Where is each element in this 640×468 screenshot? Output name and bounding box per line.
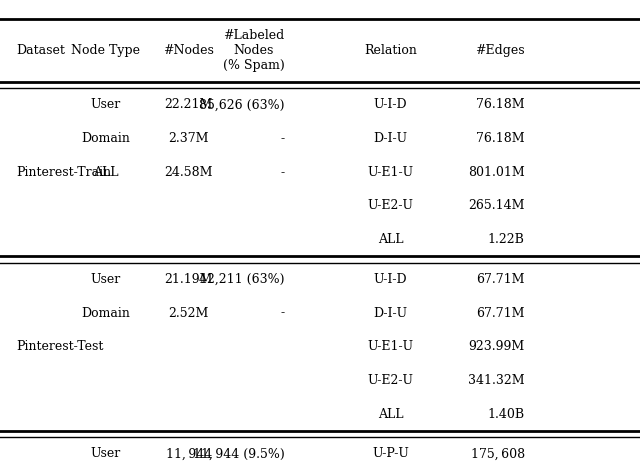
Text: 76.18M: 76.18M: [476, 98, 525, 111]
Text: Node Type: Node Type: [71, 44, 140, 57]
Text: #Nodes: #Nodes: [163, 44, 214, 57]
Text: User: User: [90, 273, 121, 286]
Text: U-I-D: U-I-D: [374, 273, 407, 286]
Text: 175, 608: 175, 608: [470, 447, 525, 461]
Text: 11, 944 (9.5%): 11, 944 (9.5%): [193, 447, 285, 461]
Text: 11, 944: 11, 944: [166, 447, 212, 461]
Text: -: -: [281, 132, 285, 145]
Text: U-E2-U: U-E2-U: [367, 199, 413, 212]
Text: D-I-U: D-I-U: [373, 132, 408, 145]
Text: 923.99M: 923.99M: [468, 340, 525, 353]
Text: ALL: ALL: [93, 166, 118, 179]
Text: 42,211 (63%): 42,211 (63%): [199, 273, 285, 286]
Text: D-I-U: D-I-U: [373, 307, 408, 320]
Text: Pinterest-Test: Pinterest-Test: [16, 340, 104, 353]
Text: Domain: Domain: [81, 307, 130, 320]
Text: 801.01M: 801.01M: [468, 166, 525, 179]
Text: User: User: [90, 447, 121, 461]
Text: U-E1-U: U-E1-U: [367, 166, 413, 179]
Text: 2.37M: 2.37M: [168, 132, 209, 145]
Text: Domain: Domain: [81, 132, 130, 145]
Text: U-I-D: U-I-D: [374, 98, 407, 111]
Text: U-P-U: U-P-U: [372, 447, 409, 461]
Text: Relation: Relation: [364, 44, 417, 57]
Text: 2.52M: 2.52M: [168, 307, 209, 320]
Text: 24.58M: 24.58M: [164, 166, 213, 179]
Text: 1.40B: 1.40B: [488, 408, 525, 421]
Text: 67.71M: 67.71M: [476, 273, 525, 286]
Text: #Edges: #Edges: [475, 44, 525, 57]
Text: 21.19M: 21.19M: [164, 273, 213, 286]
Text: U-E2-U: U-E2-U: [367, 374, 413, 387]
Text: 85,626 (63%): 85,626 (63%): [199, 98, 285, 111]
Text: Dataset: Dataset: [16, 44, 65, 57]
Text: #Labeled
Nodes
(% Spam): #Labeled Nodes (% Spam): [223, 29, 285, 72]
Text: 341.32M: 341.32M: [468, 374, 525, 387]
Text: ALL: ALL: [378, 233, 403, 246]
Text: U-E1-U: U-E1-U: [367, 340, 413, 353]
Text: ALL: ALL: [378, 408, 403, 421]
Text: -: -: [281, 166, 285, 179]
Text: User: User: [90, 98, 121, 111]
Text: 76.18M: 76.18M: [476, 132, 525, 145]
Text: -: -: [281, 307, 285, 320]
Text: 67.71M: 67.71M: [476, 307, 525, 320]
Text: Pinterest-Train: Pinterest-Train: [16, 166, 111, 179]
Text: 265.14M: 265.14M: [468, 199, 525, 212]
Text: 22.21M: 22.21M: [164, 98, 213, 111]
Text: 1.22B: 1.22B: [488, 233, 525, 246]
